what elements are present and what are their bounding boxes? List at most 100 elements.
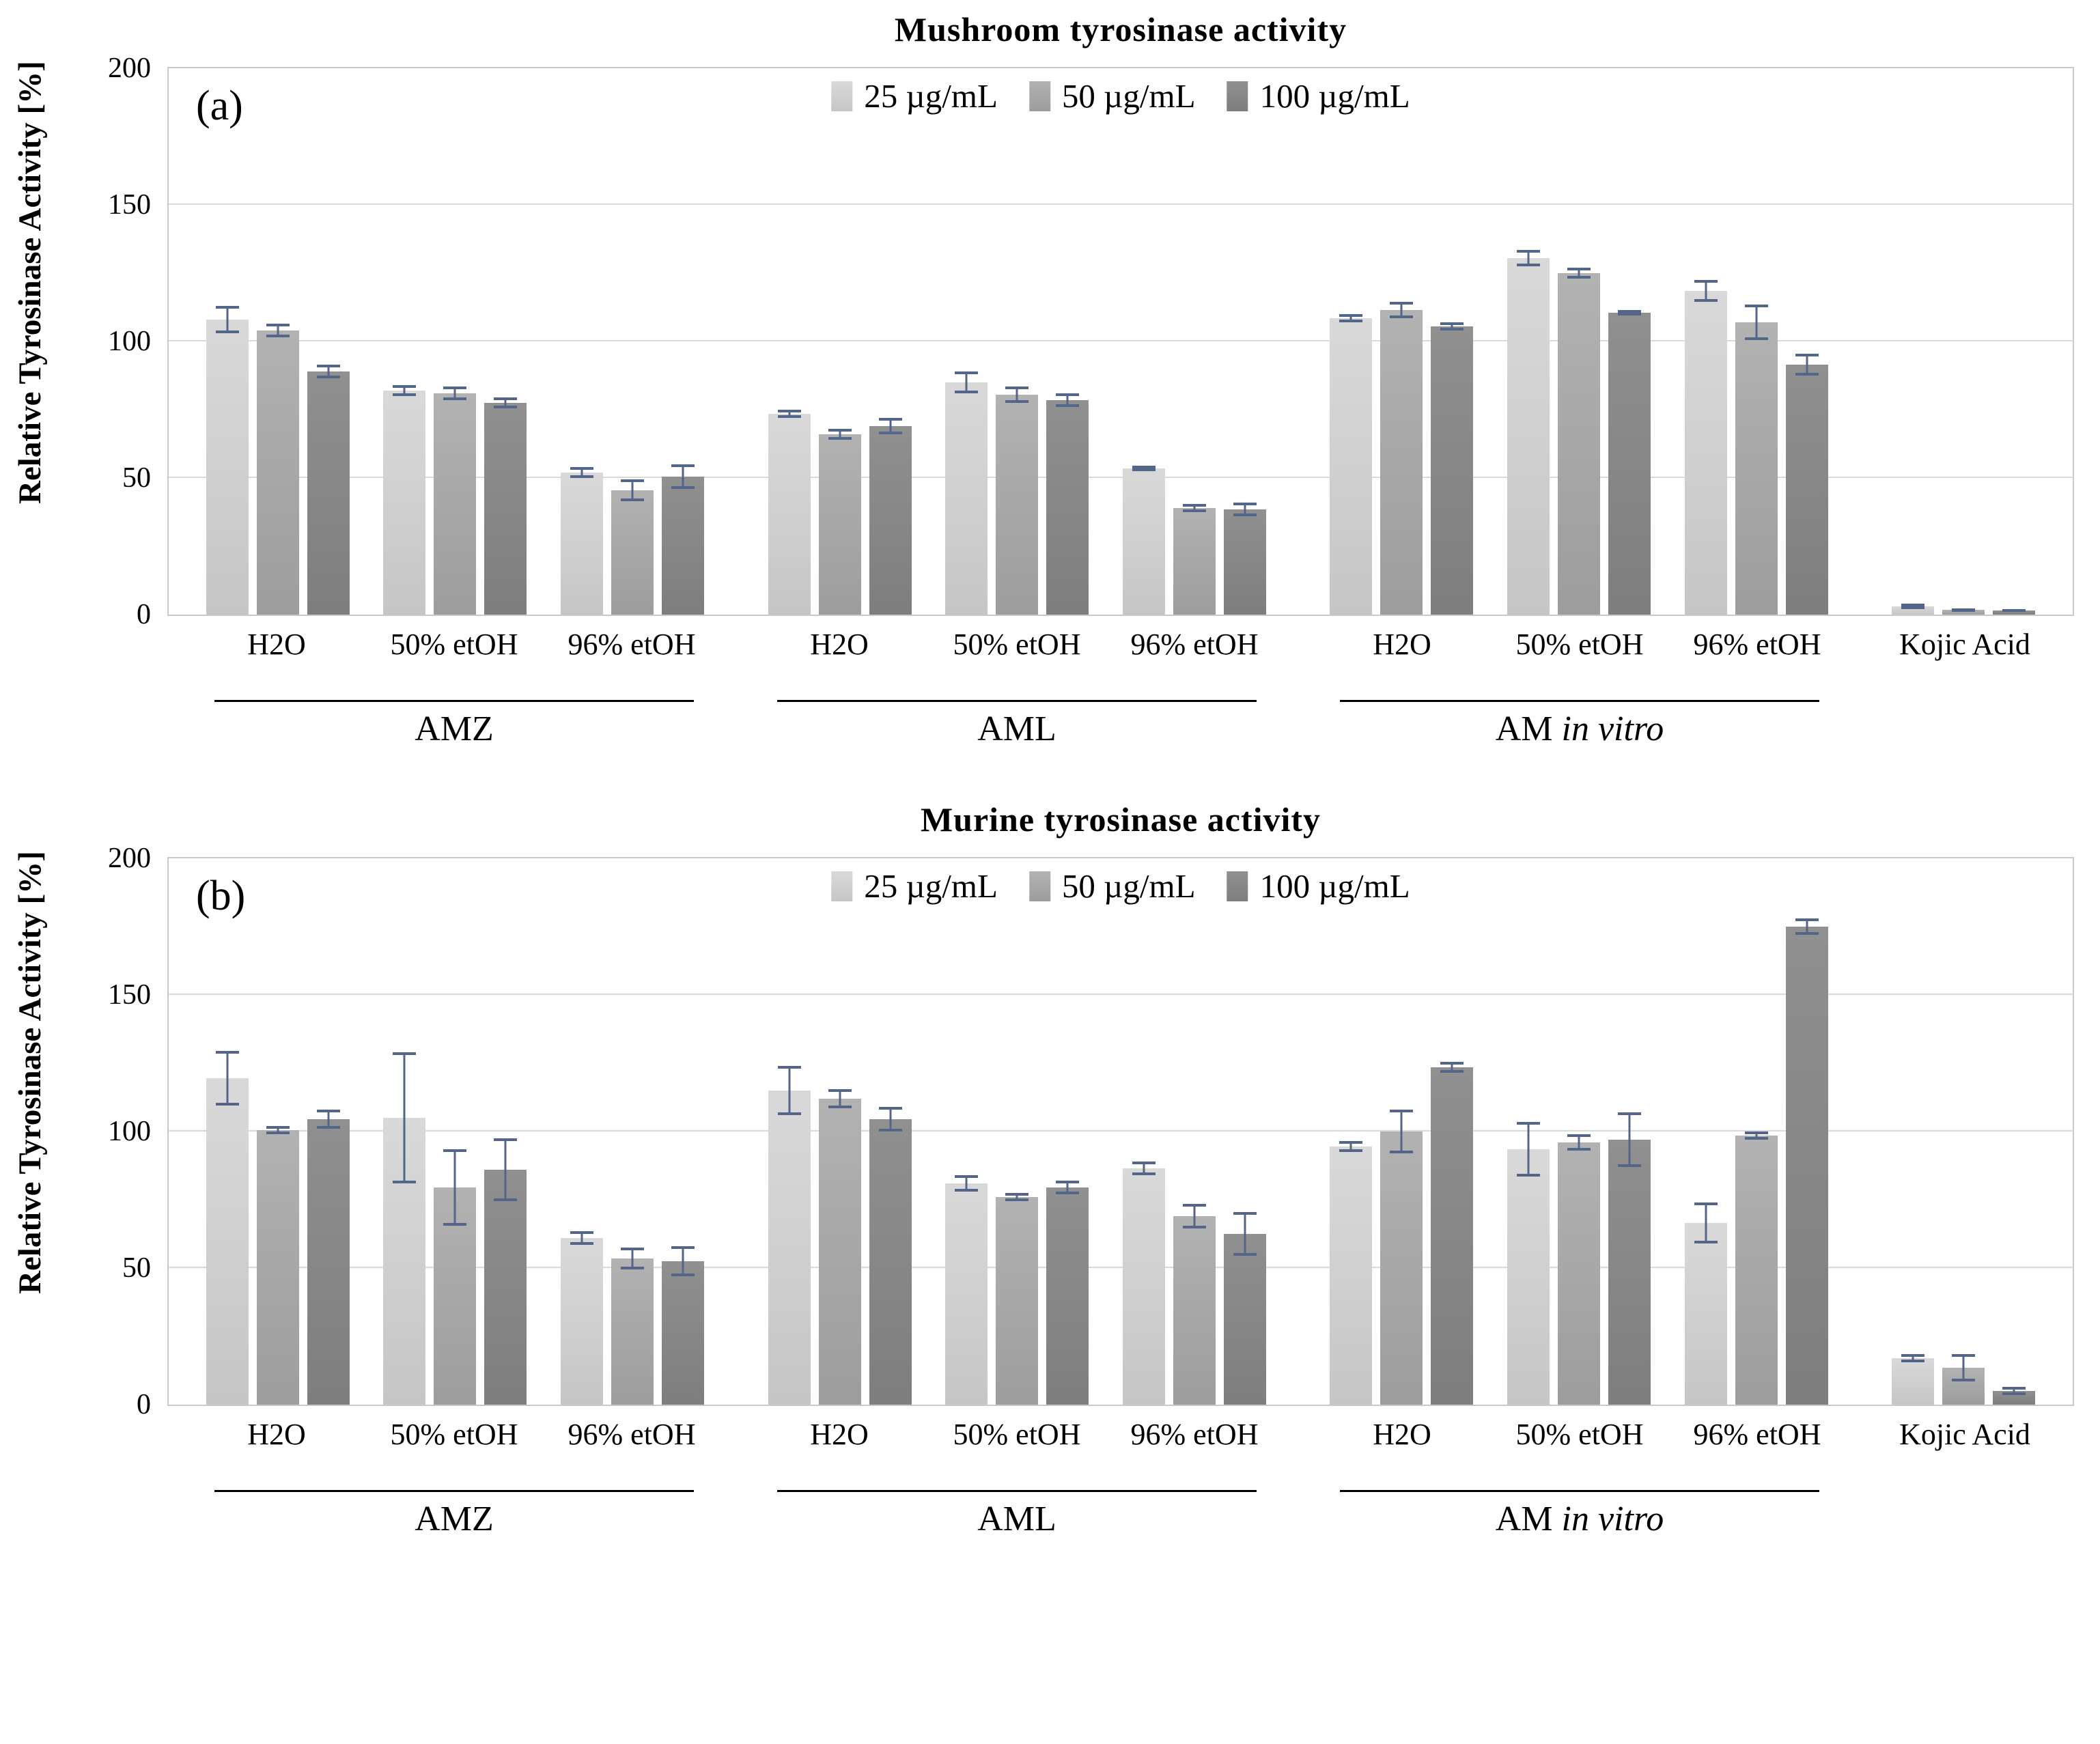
error-bar-line	[226, 306, 229, 333]
error-bar-cap	[620, 1248, 644, 1250]
legend-label: 25 µg/mL	[864, 867, 998, 905]
error-bar-cap	[570, 475, 593, 478]
error-bar-line	[1527, 250, 1530, 266]
x-tick-label: H2O	[810, 1418, 869, 1451]
gridline	[169, 1267, 2073, 1268]
error-bar-cap	[1056, 1192, 1080, 1194]
bar-slot	[484, 858, 527, 1405]
error-bar-line	[788, 410, 791, 418]
error-bar	[215, 306, 239, 333]
error-bar-cap	[1390, 1151, 1414, 1153]
x-tick-label: 50% etOH	[1515, 1418, 1644, 1451]
error-bar-line	[1578, 1134, 1580, 1151]
legend-swatch-icon	[1227, 871, 1248, 901]
x-axis-group: Kojic Acid	[1876, 627, 2054, 749]
y-tick-label: 200	[108, 843, 151, 874]
error-bar-cap	[955, 1189, 979, 1192]
bar-slot	[1892, 68, 1935, 615]
error-bar-line	[788, 1066, 791, 1115]
error-bar-line	[1349, 314, 1352, 322]
error-bar-cap	[215, 306, 239, 309]
error-bar	[1233, 503, 1257, 516]
error-bar-cap	[620, 1267, 644, 1269]
bar	[996, 395, 1039, 615]
error-bar	[777, 410, 801, 418]
bar	[818, 434, 861, 615]
group-label-text: AML	[977, 709, 1056, 748]
group-underline	[1340, 700, 1819, 702]
bar-group	[1875, 68, 2052, 615]
error-bar-cap	[1901, 606, 1925, 609]
error-bar-cap	[393, 1052, 417, 1055]
error-bar	[1339, 1141, 1363, 1152]
error-bar-line	[1066, 393, 1069, 407]
bar-slot	[307, 858, 350, 1405]
x-tick-label: Kojic Acid	[1899, 628, 2030, 661]
error-bar-cap	[1005, 400, 1029, 403]
bar	[560, 1238, 603, 1405]
error-bar-cap	[1440, 1070, 1464, 1073]
error-bar-cap	[878, 1129, 902, 1131]
bar-slot	[1785, 858, 1828, 1405]
bar	[1557, 1142, 1600, 1405]
error-bar-cap	[1233, 514, 1257, 516]
error-bar-line	[1244, 1212, 1246, 1256]
legend-label: 100 µg/mL	[1259, 77, 1410, 115]
error-bar-line	[403, 385, 406, 396]
bar-slot	[383, 858, 426, 1405]
error-bar-cap	[1516, 250, 1540, 253]
group-underline	[214, 1490, 694, 1492]
legend-swatch-icon	[1028, 81, 1050, 111]
bars-row	[169, 858, 2073, 1405]
x-axis-group: H2O 50% etOH 96% etOH AML	[751, 1417, 1283, 1539]
x-category-labels: H2O 50% etOH 96% etOH	[188, 627, 720, 662]
error-bar-cap	[1952, 1354, 1976, 1357]
error-bar	[215, 1051, 239, 1106]
bar	[1735, 1136, 1778, 1405]
bar-category	[189, 858, 367, 1405]
legend-swatch-icon	[831, 81, 853, 111]
error-bar	[1056, 393, 1080, 407]
error-bar-cap	[1901, 1360, 1925, 1362]
error-bar	[2002, 1387, 2026, 1395]
bar	[1223, 509, 1266, 615]
error-bar-line	[1016, 386, 1018, 403]
error-bar-cap	[1132, 468, 1156, 471]
error-bar-line	[1578, 268, 1580, 279]
legend-swatch-icon	[831, 871, 853, 901]
error-bar-line	[1451, 1062, 1453, 1073]
error-bar	[316, 365, 340, 378]
error-bar-cap	[1440, 322, 1464, 325]
bar-slot	[1735, 68, 1778, 615]
x-axis-group: H2O 50% etOH 96% etOH AMZ	[188, 627, 720, 749]
error-bar	[878, 1107, 902, 1131]
error-bar	[494, 397, 518, 408]
x-axis-group: H2O 50% etOH 96% etOH AML	[751, 627, 1283, 749]
y-tick-label: 100	[108, 326, 151, 357]
error-bar-cap	[1339, 1149, 1363, 1152]
group-label-italic-text: in vitro	[1561, 1500, 1664, 1538]
error-bar-line	[682, 1246, 684, 1276]
bar-slot	[661, 858, 704, 1405]
bar-category	[544, 68, 721, 615]
chart-panel-a: Mushroom tyrosinase activity Relative Ty…	[0, 0, 2100, 749]
y-tick-label: 200	[108, 53, 151, 84]
error-bar-cap	[2002, 1387, 2026, 1390]
error-bar-cap	[671, 1274, 695, 1276]
x-tick-label: 50% etOH	[953, 1418, 1081, 1451]
error-bar-line	[682, 464, 684, 489]
group-label: AM in vitro	[1313, 709, 1846, 749]
bar-slot	[1942, 858, 1985, 1405]
group-label: AML	[751, 709, 1283, 749]
bar	[307, 371, 350, 615]
error-bar	[1233, 1212, 1257, 1256]
x-axis-group: Kojic Acid	[1876, 1417, 2054, 1539]
error-bar-cap	[494, 406, 518, 408]
error-bar-cap	[443, 1223, 467, 1226]
error-bar-line	[327, 1110, 330, 1129]
error-bar-cap	[1132, 1162, 1156, 1164]
bar-group	[751, 858, 1283, 1405]
bar	[1046, 400, 1089, 615]
bar-category	[189, 68, 367, 615]
x-category-labels: H2O 50% etOH 96% etOH	[751, 1417, 1283, 1452]
